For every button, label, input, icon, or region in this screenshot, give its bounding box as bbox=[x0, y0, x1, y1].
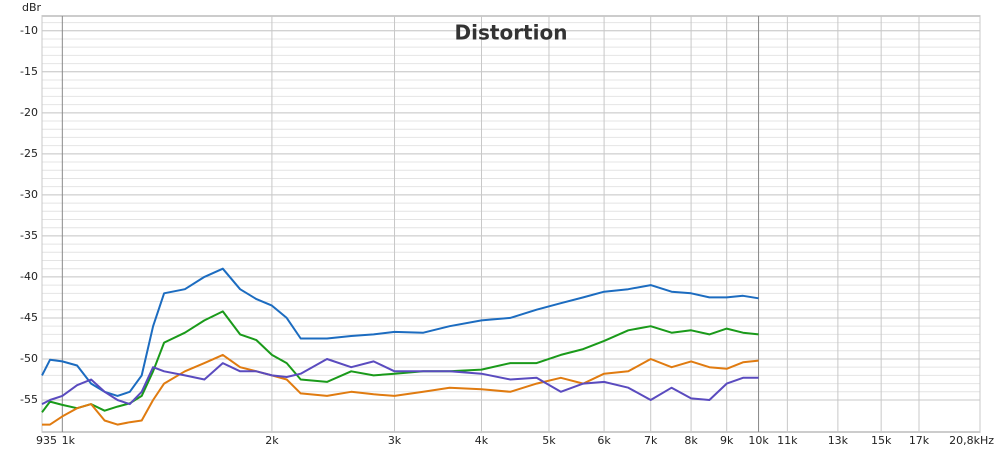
y-tick-label: -25 bbox=[20, 147, 38, 160]
chart-title: Distortion bbox=[455, 21, 568, 45]
series-line bbox=[41, 358, 759, 406]
x-tick-label: 4k bbox=[475, 434, 489, 447]
y-tick-label: -40 bbox=[20, 270, 38, 283]
plot-area bbox=[41, 15, 981, 433]
series-line bbox=[42, 353, 759, 426]
x-tick-label: 1k bbox=[62, 434, 76, 447]
x-tick-label: 15k bbox=[871, 434, 892, 447]
x-tick-label: 13k bbox=[828, 434, 849, 447]
x-tick-label: 7k bbox=[644, 434, 658, 447]
x-tick-label: 11k bbox=[777, 434, 798, 447]
y-tick-label: -20 bbox=[20, 106, 38, 119]
y-tick-label: -30 bbox=[20, 188, 38, 201]
series-line bbox=[41, 267, 759, 397]
y-axis-label: dBr bbox=[22, 1, 42, 14]
x-tick-label: 8k bbox=[684, 434, 698, 447]
y-tick-label: -35 bbox=[20, 229, 38, 242]
x-tick-label: 6k bbox=[597, 434, 611, 447]
y-tick-label: -10 bbox=[20, 24, 38, 37]
x-tick-label: 2k bbox=[265, 434, 279, 447]
y-tick-label: -50 bbox=[20, 352, 38, 365]
x-tick-label: 3k bbox=[388, 434, 402, 447]
x-tick-label: 5k bbox=[542, 434, 556, 447]
y-tick-label: -45 bbox=[20, 311, 38, 324]
series-line bbox=[41, 310, 759, 413]
x-tick-label: 20,8kHz bbox=[949, 434, 994, 447]
y-tick-label: -55 bbox=[20, 393, 38, 406]
x-tick-label: 17k bbox=[909, 434, 930, 447]
y-tick-label: -15 bbox=[20, 65, 38, 78]
x-tick-label: 10k bbox=[748, 434, 769, 447]
x-tick-label: 9k bbox=[720, 434, 734, 447]
x-tick-label: 935 bbox=[36, 434, 57, 447]
